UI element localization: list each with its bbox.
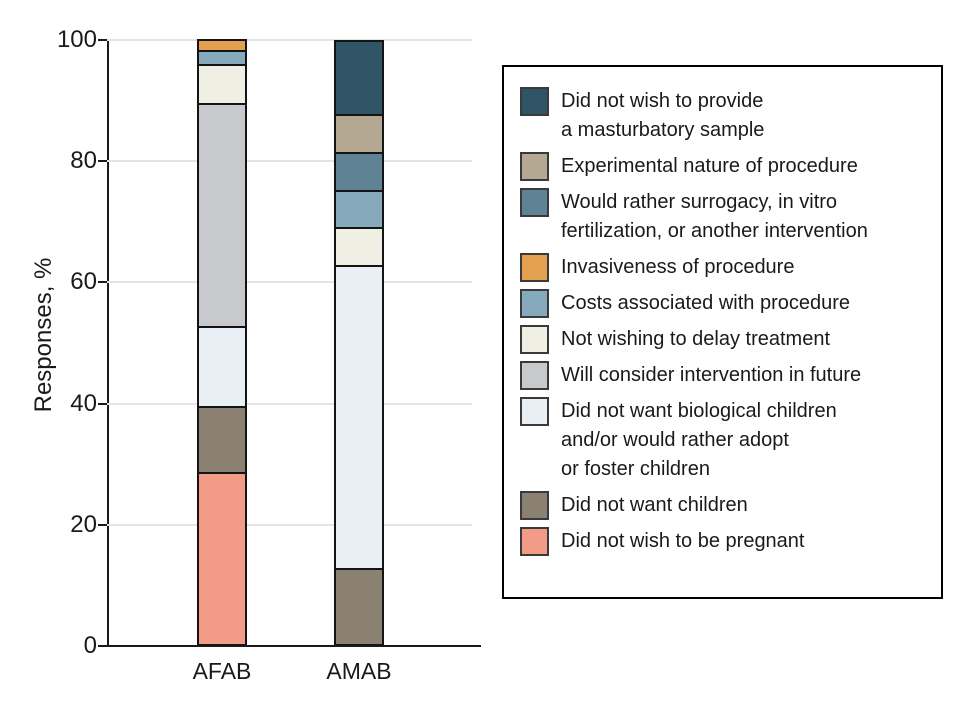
y-tick-mark-40 (98, 402, 107, 405)
legend-label: Did not wish to provide a masturbatory s… (561, 90, 765, 141)
gridline-40 (107, 402, 472, 405)
bar-segment (197, 102, 247, 329)
bar-segment (334, 189, 384, 230)
y-tick-label-60: 60 (70, 268, 97, 296)
bar-segment (334, 113, 384, 154)
legend-item: Did not want children (520, 491, 927, 520)
y-tick-mark-0 (98, 645, 107, 647)
bar-segment (334, 40, 384, 116)
legend-swatch (520, 491, 549, 520)
stacked-bar-afab (197, 38, 247, 646)
legend-swatch (520, 325, 549, 354)
bar-segment (334, 265, 384, 571)
legend-label: Did not wish to be pregnant (561, 530, 805, 552)
y-tick-mark-100 (98, 39, 107, 41)
x-axis-spine (107, 645, 481, 647)
bar-segment (334, 227, 384, 268)
legend-label: Invasiveness of procedure (561, 256, 795, 278)
bar-segment (197, 471, 247, 646)
legend-item: Did not wish to provide a masturbatory s… (520, 87, 927, 145)
y-tick-label-40: 40 (70, 389, 97, 417)
bar-segment (197, 326, 247, 408)
legend-label: Experimental nature of procedure (561, 155, 858, 177)
legend-label: Did not want children (561, 494, 748, 516)
y-tick-label-20: 20 (70, 510, 97, 538)
y-tick-mark-60 (98, 281, 107, 284)
legend-swatch (520, 152, 549, 181)
y-tick-mark-20 (98, 523, 107, 526)
legend-item: Would rather surrogacy, in vitro fertili… (520, 188, 927, 246)
legend-item: Did not want biological children and/or … (520, 397, 927, 484)
legend-swatch (520, 188, 549, 217)
legend-swatch (520, 289, 549, 318)
legend-swatch (520, 87, 549, 116)
legend-label: Did not want biological children and/or … (561, 400, 837, 480)
legend-swatch (520, 527, 549, 556)
legend: Did not wish to provide a masturbatory s… (502, 65, 943, 599)
gridline-80 (107, 160, 472, 163)
legend-label: Will consider intervention in future (561, 364, 862, 386)
legend-swatch (520, 397, 549, 426)
legend-swatch (520, 253, 549, 282)
bar-segment (197, 405, 247, 474)
legend-label: Not wishing to delay treatment (561, 328, 831, 350)
legend-item: Did not wish to be pregnant (520, 527, 927, 556)
stacked-bar-amab (334, 40, 384, 646)
plot-area (107, 38, 472, 646)
legend-item: Experimental nature of procedure (520, 152, 927, 181)
gridline-100 (107, 39, 472, 41)
legend-swatch (520, 361, 549, 390)
legend-item: Not wishing to delay treatment (520, 325, 927, 354)
y-tick-label-0: 0 (83, 632, 97, 659)
gridline-20 (107, 523, 472, 526)
x-category-label-amab: AMAB (326, 658, 392, 684)
y-axis-spine (107, 40, 109, 647)
bar-segment (334, 151, 384, 192)
legend-label: Would rather surrogacy, in vitro fertili… (561, 191, 868, 242)
y-tick-label-80: 80 (70, 147, 97, 175)
y-tick-mark-80 (98, 160, 107, 163)
legend-label: Costs associated with procedure (561, 292, 851, 314)
gridline-60 (107, 281, 472, 284)
legend-item: Costs associated with procedure (520, 289, 927, 318)
x-category-label-afab: AFAB (192, 658, 252, 684)
legend-item: Will consider intervention in future (520, 361, 927, 390)
legend-item: Invasiveness of procedure (520, 253, 927, 282)
bar-segment (334, 568, 384, 646)
bar-segment (197, 63, 247, 105)
y-tick-label-100: 100 (56, 26, 97, 53)
